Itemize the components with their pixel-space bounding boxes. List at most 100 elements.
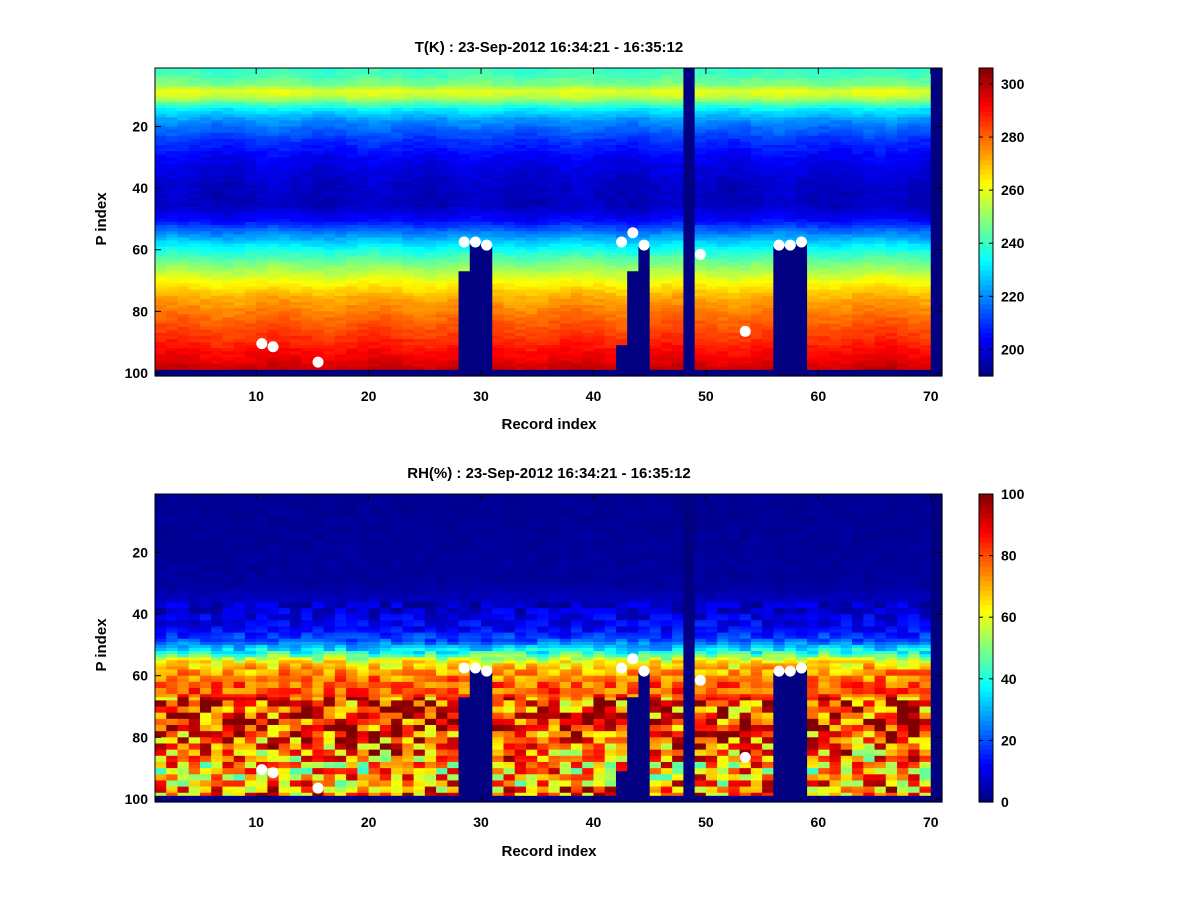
heatmap-cell	[537, 339, 550, 343]
heatmap-cell	[244, 74, 257, 78]
heatmap-cell	[256, 92, 269, 97]
heatmap-cell	[211, 314, 224, 319]
heatmap-cell	[267, 249, 280, 254]
heatmap-cell	[481, 237, 493, 242]
heatmap-cell	[615, 71, 628, 75]
heatmap-cell	[447, 323, 460, 328]
heatmap-cell	[222, 329, 235, 334]
heatmap-cell	[705, 299, 718, 303]
heatmap-cell	[289, 135, 302, 140]
heatmap-cell	[582, 129, 595, 134]
heatmap-cell	[526, 111, 538, 115]
heatmap-cell	[638, 366, 651, 371]
heatmap-cell	[537, 200, 550, 205]
heatmap-cell	[672, 274, 685, 279]
heatmap-cell	[312, 151, 325, 155]
heatmap-cell	[694, 363, 707, 368]
heatmap-cell	[672, 335, 685, 340]
heatmap-cell	[604, 345, 617, 349]
heatmap-cell	[481, 194, 493, 198]
heatmap-cell	[514, 271, 527, 275]
heatmap-cell	[627, 348, 640, 352]
heatmap-cell	[649, 160, 662, 165]
heatmap-cell	[413, 197, 426, 202]
heatmap-cell	[694, 243, 707, 248]
heatmap-cell	[672, 111, 685, 115]
heatmap-cell	[638, 74, 651, 78]
heatmap-cell	[391, 206, 403, 211]
heatmap-cell	[301, 163, 313, 168]
heatmap-cell	[368, 98, 381, 103]
heatmap-cell	[413, 86, 426, 91]
heatmap-cell	[436, 191, 448, 195]
heatmap-cell	[244, 320, 257, 325]
heatmap-cell	[615, 363, 628, 368]
heatmap-cell	[582, 141, 595, 146]
heatmap-cell	[222, 123, 235, 128]
heatmap-cell	[615, 200, 628, 205]
heatmap-cell	[638, 314, 651, 319]
heatmap-cell	[559, 249, 572, 254]
heatmap-cell	[705, 120, 718, 125]
heatmap-cell	[458, 129, 471, 134]
heatmap-cell	[492, 114, 505, 118]
heatmap-cell	[582, 89, 595, 94]
heatmap-cell	[424, 104, 437, 109]
heatmap-cell	[346, 141, 358, 146]
heatmap-cell	[188, 218, 201, 223]
heatmap-cell	[222, 212, 235, 217]
heatmap-cell	[705, 175, 718, 180]
heatmap-cell	[492, 89, 505, 94]
heatmap-cell	[660, 215, 673, 220]
heatmap-cell	[267, 212, 280, 217]
heatmap-cell	[155, 240, 167, 245]
heatmap-cell	[244, 104, 257, 109]
heatmap-cell	[604, 335, 617, 340]
heatmap-cell	[379, 249, 392, 254]
heatmap-cell	[177, 339, 190, 343]
heatmap-cell	[683, 191, 696, 195]
heatmap-cell	[413, 323, 426, 328]
heatmap-cell	[604, 104, 617, 109]
heatmap-cell	[638, 89, 651, 94]
heatmap-cell	[278, 295, 291, 300]
heatmap-cell	[705, 117, 718, 121]
heatmap-cell	[346, 240, 358, 245]
heatmap-cell	[155, 332, 167, 337]
heatmap-cell	[211, 206, 224, 211]
heatmap-cell	[469, 289, 482, 294]
heatmap-cell	[334, 83, 347, 88]
heatmap-cell	[155, 157, 167, 161]
heatmap-cell	[323, 329, 336, 334]
heatmap-cell	[458, 132, 471, 137]
heatmap-cell	[458, 68, 471, 72]
heatmap-cell	[391, 243, 403, 248]
heatmap-cell	[514, 172, 527, 177]
heatmap-cell	[278, 225, 291, 229]
heatmap-cell	[469, 277, 482, 282]
heatmap-cell	[177, 329, 190, 334]
heatmap-cell	[402, 218, 415, 223]
heatmap-cell	[604, 302, 617, 306]
heatmap-cell	[357, 74, 370, 78]
heatmap-cell	[334, 218, 347, 223]
heatmap-cell	[278, 351, 291, 356]
heatmap-cell	[503, 302, 516, 306]
heatmap-cell	[334, 129, 347, 134]
heatmap-cell	[199, 212, 212, 217]
heatmap-cell	[503, 348, 516, 352]
heatmap-cell	[582, 295, 595, 300]
heatmap-cell	[436, 129, 448, 134]
heatmap-cell	[301, 305, 313, 309]
heatmap-cell	[559, 305, 572, 309]
heatmap-cell	[222, 265, 235, 269]
heatmap-cell	[323, 197, 336, 202]
heatmap-cell	[357, 92, 370, 97]
heatmap-cell	[447, 92, 460, 97]
heatmap-cell	[312, 280, 325, 285]
heatmap-cell	[391, 194, 403, 198]
heatmap-cell	[638, 354, 651, 359]
heatmap-cell	[660, 104, 673, 109]
heatmap-cell	[537, 234, 550, 238]
heatmap-cell	[334, 120, 347, 125]
